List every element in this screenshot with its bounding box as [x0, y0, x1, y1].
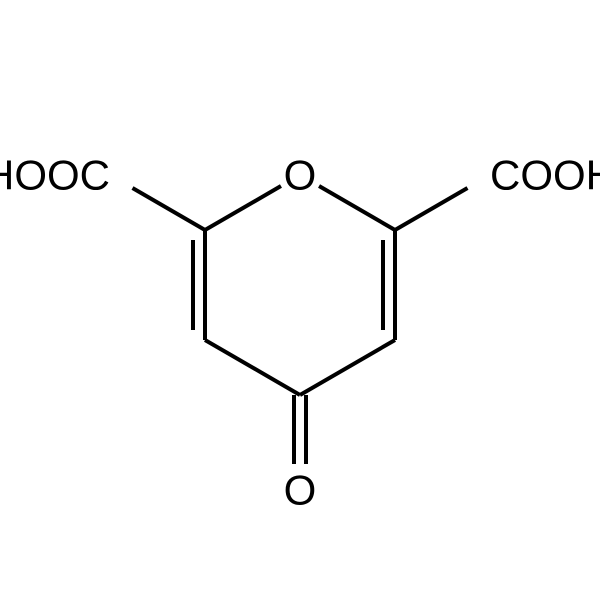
bond: [395, 188, 467, 230]
atom-label-COOH_l: HOOC: [0, 152, 110, 199]
bond: [205, 340, 300, 395]
bond: [133, 188, 205, 230]
atom-label-O_ket: O: [284, 467, 317, 514]
bond: [205, 186, 281, 230]
atom-label-COOH_r: COOH: [490, 152, 600, 199]
atom-label-O_ring: O: [284, 152, 317, 199]
bond: [319, 186, 395, 230]
molecule-diagram: O O COOH HOOC: [0, 0, 600, 600]
bond: [300, 340, 395, 395]
